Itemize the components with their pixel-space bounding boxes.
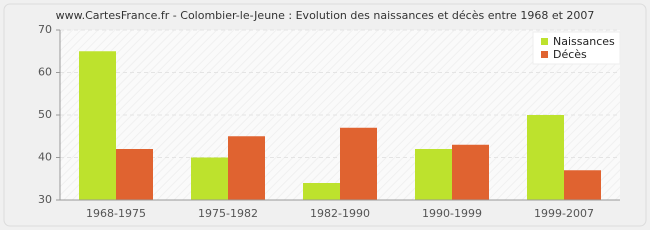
bar bbox=[340, 127, 377, 200]
bar bbox=[191, 157, 228, 200]
bar bbox=[415, 149, 452, 200]
bar bbox=[79, 51, 116, 200]
x-tick-label: 1982-1990 bbox=[310, 207, 370, 220]
y-tick-label: 50 bbox=[38, 108, 52, 121]
legend-box bbox=[532, 31, 621, 65]
bar bbox=[564, 170, 601, 200]
legend-swatch bbox=[541, 38, 548, 45]
x-tick-label: 1999-2007 bbox=[534, 207, 594, 220]
chart: www.CartesFrance.fr - Colombier-le-Jeune… bbox=[0, 0, 650, 230]
chart-title: www.CartesFrance.fr - Colombier-le-Jeune… bbox=[56, 9, 595, 22]
legend-label: Naissances bbox=[553, 35, 615, 48]
legend-swatch bbox=[541, 51, 548, 58]
frame bbox=[3, 3, 647, 227]
bar bbox=[303, 183, 340, 200]
bar bbox=[116, 149, 153, 200]
y-tick-label: 40 bbox=[38, 151, 52, 164]
x-tick-label: 1975-1982 bbox=[198, 207, 258, 220]
x-tick-label: 1968-1975 bbox=[86, 207, 146, 220]
y-tick-label: 60 bbox=[38, 66, 52, 79]
x-tick-label: 1990-1999 bbox=[422, 207, 482, 220]
bar bbox=[228, 136, 265, 200]
bar bbox=[527, 115, 564, 200]
y-tick-label: 70 bbox=[38, 23, 52, 36]
bar bbox=[452, 144, 489, 200]
legend-label: Décès bbox=[553, 48, 587, 61]
y-tick-label: 30 bbox=[38, 193, 52, 206]
